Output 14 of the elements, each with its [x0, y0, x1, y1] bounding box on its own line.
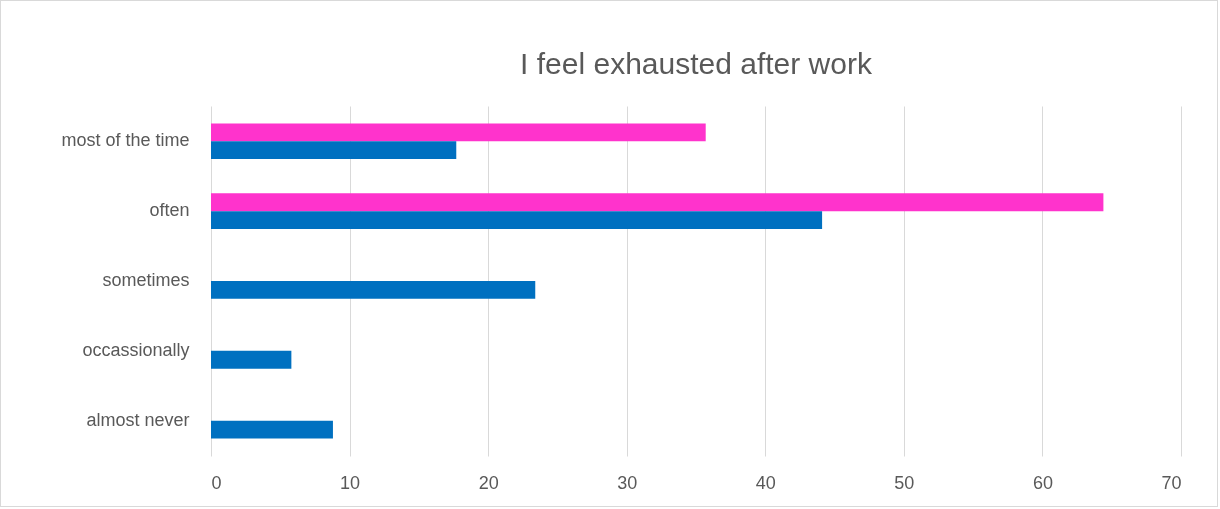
x-tick-label: 50 [894, 472, 915, 493]
x-tick-label: 60 [1032, 472, 1053, 493]
x-tick-label: 0 [211, 472, 222, 493]
x-tick-label: 20 [478, 472, 499, 493]
y-tick-label: sometimes [102, 270, 190, 290]
x-tick-label: 30 [617, 472, 638, 493]
y-tick-label: most of the time [61, 130, 190, 151]
y-tick-label: occassionally [82, 339, 190, 360]
y-tick-label: almost never [86, 409, 190, 430]
x-tick-label: 70 [1161, 472, 1182, 493]
y-tick-label: often [149, 200, 190, 221]
x-tick-label: 40 [755, 472, 776, 493]
chart-title: I feel exhausted after work [520, 47, 873, 80]
x-tick-label: 10 [340, 472, 361, 493]
